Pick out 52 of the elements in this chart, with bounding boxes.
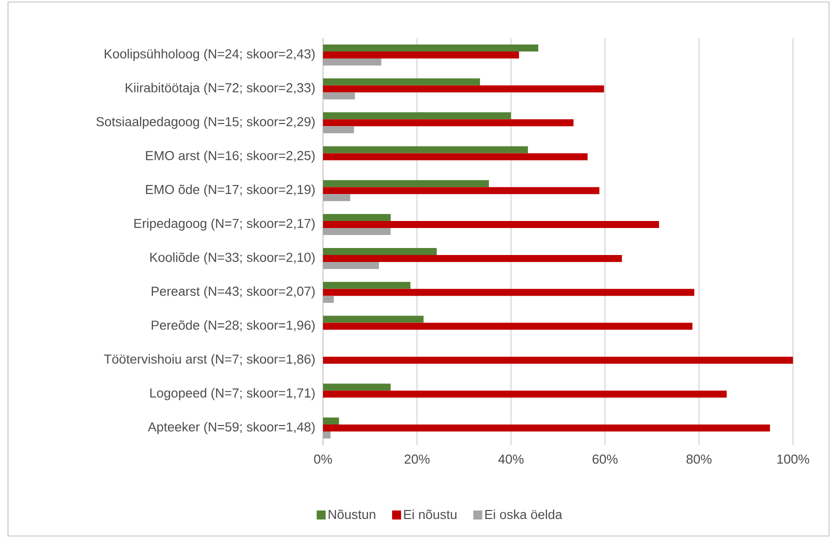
y-tick-label: Eripedagoog (N=7; skoor=2,17) — [134, 218, 315, 231]
y-tick-label: Sotsiaalpedagoog (N=15; skoor=2,29) — [96, 116, 315, 129]
bar — [323, 153, 588, 160]
bar — [323, 248, 437, 255]
legend-label: Ei nõustu — [404, 510, 456, 520]
y-tick-label: EMO õde (N=17; skoor=2,19) — [146, 184, 315, 197]
bar — [323, 180, 489, 188]
bar — [323, 221, 660, 228]
bar — [323, 262, 379, 269]
bar — [323, 432, 331, 439]
x-tick-label: 100% — [777, 454, 810, 464]
bar — [323, 424, 770, 432]
legend-label: Ei oska öelda — [485, 510, 562, 520]
x-tick-label: 20% — [404, 454, 430, 464]
bar — [323, 92, 355, 100]
bar — [323, 112, 511, 120]
bar — [323, 44, 538, 52]
bar — [323, 228, 391, 236]
y-tick-label: Koolipsühholoog (N=24; skoor=2,43) — [104, 48, 315, 62]
x-tick-label: 0% — [314, 454, 332, 464]
bar — [323, 187, 600, 194]
bar — [323, 78, 480, 86]
y-tick-label: Kiirabitöötaja (N=72; skoor=2,33) — [126, 82, 315, 95]
bar — [323, 119, 574, 126]
y-tick-label: Perearst (N=43; skoor=2,07) — [152, 286, 315, 298]
y-tick-label: Apteeker (N=59; skoor=1,48) — [148, 422, 315, 434]
y-tick-label: EMO arst (N=16; skoor=2,25) — [146, 150, 315, 163]
bar — [323, 322, 692, 330]
bar — [323, 126, 354, 134]
bar — [323, 214, 391, 222]
bar — [323, 194, 350, 202]
bar — [323, 282, 410, 289]
bar — [323, 384, 391, 391]
bar — [323, 288, 694, 296]
y-tick-label: Logopeed (N=7; skoor=1,71) — [150, 388, 315, 400]
x-tick-label: 40% — [498, 454, 524, 464]
x-tick-label: 60% — [592, 454, 618, 464]
y-tick-label: Pereõde (N=28; skoor=1,96) — [152, 320, 315, 332]
bar — [323, 296, 334, 303]
bar — [323, 51, 519, 58]
bar — [323, 356, 793, 364]
bar — [323, 316, 424, 323]
bar — [323, 390, 727, 398]
bar — [323, 418, 339, 425]
bar — [323, 254, 622, 262]
bar — [323, 58, 382, 66]
y-tick-label: Töötervishoiu arst (N=7; skoor=1,86) — [104, 354, 315, 366]
x-tick-label: 80% — [686, 454, 712, 464]
bar — [323, 85, 604, 92]
legend-label: Nõustun — [328, 510, 376, 520]
y-tick-label: Kooliõde (N=33; skoor=2,10) — [150, 252, 315, 265]
bar — [323, 146, 528, 154]
